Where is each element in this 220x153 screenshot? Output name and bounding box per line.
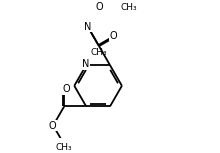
Text: N: N (82, 60, 89, 69)
Text: CH₃: CH₃ (91, 48, 107, 57)
Text: O: O (49, 121, 56, 131)
Text: O: O (110, 31, 117, 41)
Text: O: O (62, 84, 70, 94)
Text: CH₃: CH₃ (55, 144, 72, 153)
Text: N: N (84, 22, 92, 32)
Text: O: O (96, 2, 103, 12)
Text: CH₃: CH₃ (121, 4, 137, 12)
